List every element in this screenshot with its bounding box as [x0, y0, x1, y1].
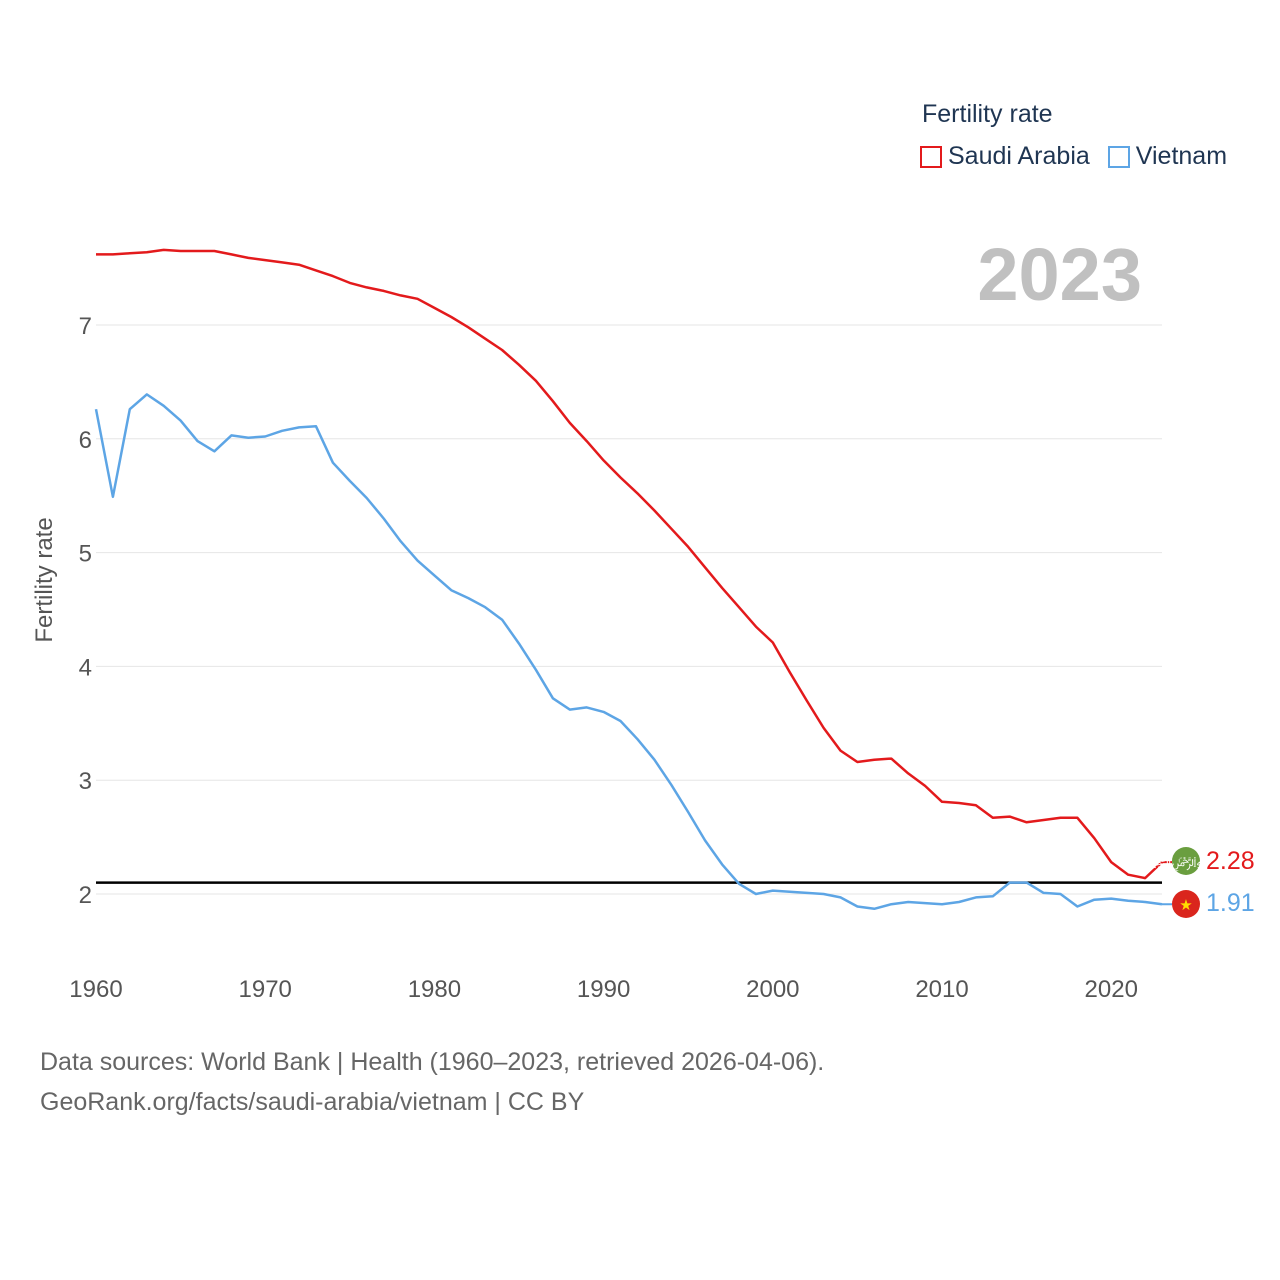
y-tick-label: 2: [79, 882, 92, 909]
footer-sources: Data sources: World Bank | Health (1960–…: [40, 1048, 825, 1076]
footer-link[interactable]: GeoRank.org/facts/saudi-arabia/vietnam |…: [40, 1088, 585, 1116]
y-tick-label: 7: [79, 313, 92, 340]
series-line-vietnam[interactable]: [94, 393, 1163, 911]
series-lines: [94, 248, 1172, 911]
x-tick-label: 2000: [746, 976, 799, 1003]
x-tick-label: 2010: [915, 976, 968, 1003]
legend-label-saudi-arabia: Saudi Arabia: [948, 142, 1090, 170]
vietnam-flag-icon: ★: [1172, 890, 1200, 918]
year-label: 2023: [977, 233, 1142, 316]
y-tick-label: 3: [79, 768, 92, 795]
legend-label-vietnam: Vietnam: [1135, 142, 1228, 170]
legend-title: Fertility rate: [922, 100, 1053, 128]
legend-swatch-saudi-arabia: [920, 145, 942, 168]
y-tick-label: 4: [79, 654, 92, 681]
grid-lines: [96, 324, 1162, 895]
footer: Data sources: World Bank | Health (1960–…: [40, 1042, 824, 1122]
y-axis-ticks: 2 3 4 5 6 7: [79, 313, 92, 909]
legend-item-vietnam[interactable]: Vietnam: [1107, 142, 1228, 171]
y-tick-label: 5: [79, 541, 92, 568]
y-axis-label: Fertility rate: [31, 517, 58, 642]
x-tick-label: 2020: [1085, 976, 1138, 1003]
y-tick-label: 6: [79, 427, 92, 454]
x-axis-ticks: 1960 1970 1980 1990 2000 2010 2020: [69, 976, 1138, 1003]
x-tick-label: 1980: [408, 976, 461, 1003]
x-tick-label: 1990: [577, 976, 630, 1003]
legend-swatch-vietnam: [1107, 145, 1130, 168]
svg-text:★: ★: [1179, 896, 1192, 914]
vietnam-end-value: 1.91: [1206, 889, 1255, 917]
legend-item-saudi-arabia[interactable]: Saudi Arabia: [920, 142, 1090, 171]
legend: Saudi Arabia Vietnam: [920, 142, 1227, 171]
svg-text:﷽: ﷽: [1136, 855, 1236, 871]
saudi-arabia-flag-icon: ﷽: [1136, 847, 1236, 875]
series-line-saudi-arabia[interactable]: [96, 248, 1163, 880]
saudi-end-value: 2.28: [1206, 847, 1255, 875]
x-tick-label: 1960: [69, 976, 122, 1003]
x-tick-label: 1970: [239, 976, 292, 1003]
